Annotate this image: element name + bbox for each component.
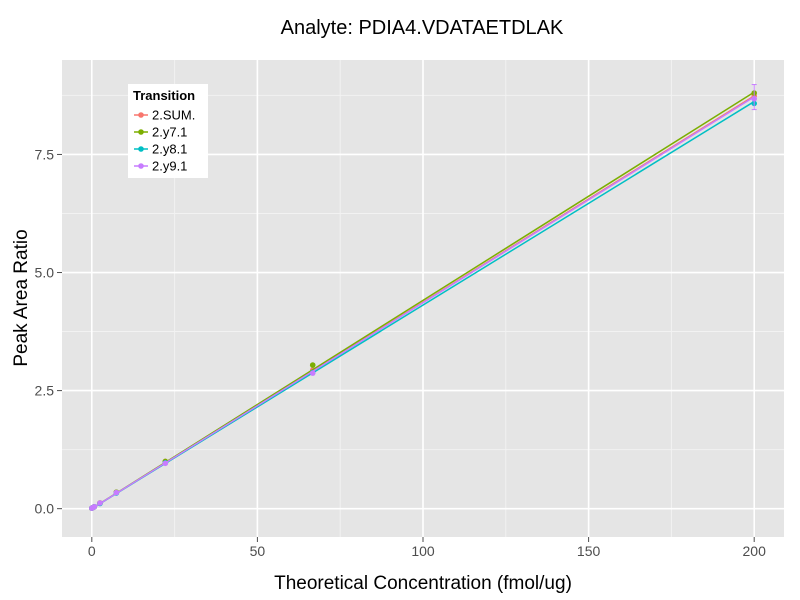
legend-title: Transition: [133, 88, 195, 103]
x-tick-label: 0: [88, 543, 96, 559]
legend-label: 2.y9.1: [152, 159, 187, 174]
data-point: [162, 460, 169, 467]
x-tick-label: 100: [411, 543, 435, 559]
legend-item: 2.y9.1: [134, 159, 187, 174]
series-2.y9.1: [89, 84, 757, 511]
series-layer: [89, 84, 757, 511]
legend-key-point: [138, 112, 144, 118]
legend-label: 2.SUM.: [152, 108, 195, 123]
legend-item: 2.SUM.: [134, 108, 195, 123]
legend-key-point: [138, 146, 144, 152]
legend-item: 2.y7.1: [134, 125, 187, 140]
x-axis-title: Theoretical Concentration (fmol/ug): [274, 573, 572, 594]
data-point: [309, 370, 316, 376]
legend-key-point: [138, 129, 144, 135]
legend: Transition 2.SUM. 2.y7.1 2.y8.1 2.y9.1: [128, 84, 208, 178]
x-tick-label: 150: [577, 543, 601, 559]
data-point: [97, 500, 103, 506]
legend-label: 2.y7.1: [152, 125, 187, 140]
major-gridlines: [62, 60, 784, 537]
data-point: [751, 95, 757, 102]
data-point: [91, 503, 98, 510]
y-axis-ticks: 0.0 2.5 5.0 7.5: [35, 146, 62, 517]
legend-key-point: [138, 163, 144, 169]
y-tick-label: 5.0: [35, 265, 55, 281]
y-tick-label: 0.0: [35, 501, 55, 517]
x-axis-ticks: 0 50 100 150 200: [88, 537, 766, 559]
y-tick-label: 2.5: [35, 383, 55, 399]
series-line: [91, 96, 755, 510]
x-tick-label: 50: [250, 543, 266, 559]
chart-title: Analyte: PDIA4.VDATAETDLAK: [281, 17, 564, 39]
legend-items: 2.SUM. 2.y7.1 2.y8.1 2.y9.1: [134, 108, 195, 174]
legend-item: 2.y8.1: [134, 142, 187, 157]
x-tick-label: 200: [743, 543, 767, 559]
data-point: [113, 489, 120, 496]
y-tick-label: 7.5: [35, 146, 55, 162]
y-axis-title: Peak Area Ratio: [11, 229, 32, 366]
legend-label: 2.y8.1: [152, 142, 187, 157]
data-point: [309, 362, 316, 368]
